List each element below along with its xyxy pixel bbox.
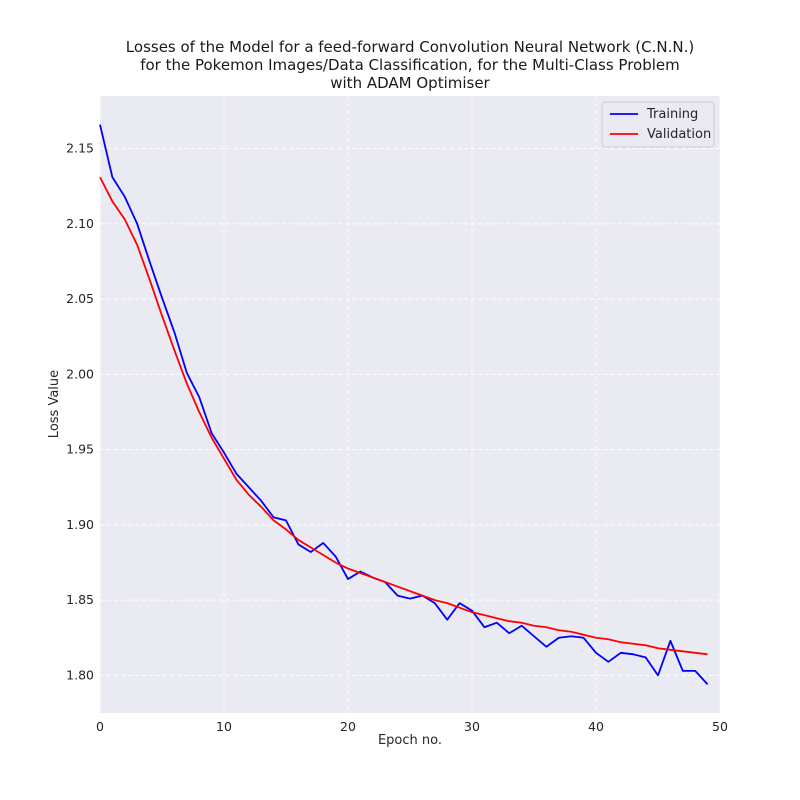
x-tick-label: 40 <box>588 719 604 734</box>
chart-title: Losses of the Model for a feed-forward C… <box>126 38 694 92</box>
y-axis-ticks: 1.80 1.85 1.90 1.95 2.00 2.05 2.10 2.15 <box>66 141 94 683</box>
x-tick-label: 10 <box>216 719 232 734</box>
series-lines <box>99 124 709 686</box>
y-tick-label: 1.85 <box>66 592 94 607</box>
x-axis-ticks: 0 10 20 30 40 50 <box>96 719 728 734</box>
x-tick-label: 50 <box>712 719 728 734</box>
y-tick-label: 1.95 <box>66 442 94 457</box>
y-tick-label: 2.05 <box>66 291 94 306</box>
x-tick-label: 30 <box>464 719 480 734</box>
y-tick-label: 2.10 <box>66 216 94 231</box>
legend: Training Validation <box>601 101 715 148</box>
x-axis-label: Epoch no. <box>378 733 442 748</box>
legend-label-validation: Validation <box>647 127 711 142</box>
x-tick-label: 20 <box>340 719 356 734</box>
series-line-validation <box>99 176 708 656</box>
y-tick-label: 2.15 <box>66 141 94 156</box>
chart-title-line-2: for the Pokemon Images/Data Classificati… <box>140 56 680 74</box>
plot-area <box>100 96 720 713</box>
x-tick-label: 0 <box>96 719 104 734</box>
grid-lines <box>99 96 721 713</box>
chart-title-line-3: with ADAM Optimiser <box>330 74 490 92</box>
series-line-training <box>99 124 709 686</box>
y-axis-label: Loss Value <box>47 370 62 438</box>
y-tick-label: 1.90 <box>66 517 94 532</box>
legend-label-training: Training <box>646 107 698 122</box>
y-tick-label: 1.80 <box>66 667 94 682</box>
y-tick-label: 2.00 <box>66 366 94 381</box>
chart-title-line-1: Losses of the Model for a feed-forward C… <box>126 38 694 56</box>
